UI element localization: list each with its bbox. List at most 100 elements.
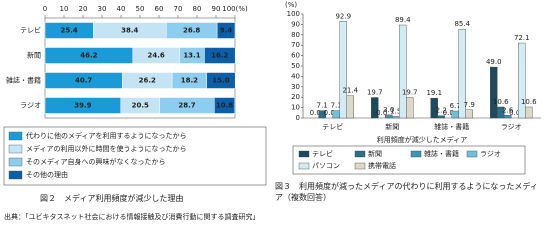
category-label: テレビ [20, 26, 41, 35]
y-tick-label: 50 [291, 62, 300, 70]
legend-label: 代わりに他のメディアを利用するようになったから [26, 131, 187, 140]
value-label: 2.2 [436, 107, 447, 115]
y-tick-label: 0 [296, 114, 300, 122]
bar [406, 97, 414, 119]
bar [392, 116, 400, 119]
legend-swatch [354, 150, 366, 158]
x-tick-label: 40 [117, 5, 126, 13]
value-label: 46.2 [80, 52, 97, 60]
legend-label: その他の理由 [26, 170, 68, 179]
value-label: 9.4 [220, 27, 233, 35]
value-label: 89.4 [395, 16, 411, 24]
value-label: 3.0 [383, 106, 394, 114]
value-label: 10.8 [216, 102, 233, 110]
value-label: 0.0 [376, 109, 387, 117]
value-label: 0.0 [509, 109, 520, 117]
bar-segment [214, 97, 236, 114]
value-label: 15.0 [212, 77, 229, 85]
legend-label: そのメディア自身への興味がなくなったから [26, 157, 166, 166]
value-label: 28.7 [178, 102, 195, 110]
value-label: 7.1 [317, 102, 328, 110]
bar [497, 106, 505, 119]
bar [346, 95, 354, 119]
y-tick-label: 20 [291, 93, 300, 101]
bar [504, 115, 512, 119]
bar [451, 110, 459, 119]
category-label: ラジオ [501, 123, 522, 131]
x-tick-label: 80 [193, 5, 202, 13]
y-tick-label: 80 [291, 31, 300, 39]
category-label: 新聞 [27, 51, 41, 60]
value-label: 19.7 [402, 89, 418, 97]
category-label: 雑誌・書籍 [6, 76, 41, 85]
value-label: 21.4 [342, 87, 358, 95]
y-tick-label: 90 [291, 20, 300, 28]
value-label: 19.7 [367, 89, 383, 97]
legend-swatch [354, 162, 366, 170]
legend-label: 雑誌・書籍 [424, 149, 459, 158]
legend-label: メディアの利用以外に時間を使うようになったから [26, 144, 187, 153]
chart-substitutes: (%)0102030405060708090100テレビ0.07.10.07.1… [285, 1, 541, 175]
x-tick-label: 100(%) [222, 5, 248, 13]
bar [518, 42, 526, 119]
value-label: 24.6 [148, 52, 165, 60]
value-label: 40.7 [75, 77, 92, 85]
value-label: 18.2 [181, 77, 198, 85]
caption: 図２ メディア利用頻度が減少した理由 [40, 194, 184, 203]
bar-segment [206, 72, 236, 89]
legend-label: 携帯電話 [368, 161, 396, 170]
legend-swatch [410, 150, 422, 158]
legend-label: パソコン [312, 162, 340, 170]
legend-swatch [8, 170, 23, 180]
value-label: 13.1 [183, 52, 200, 60]
category-label: ラジオ [20, 102, 41, 110]
bar [332, 110, 340, 119]
value-label: 16.2 [211, 52, 228, 60]
value-label: 2.6 [502, 106, 514, 114]
value-label: 49.0 [486, 58, 502, 66]
legend-box [292, 145, 526, 175]
value-label: 0.0 [310, 109, 321, 117]
bar [339, 21, 347, 119]
x-tick-label: 70 [174, 5, 183, 13]
x-tick-label: 30 [98, 5, 107, 13]
category-label: 雑誌・書籍 [434, 122, 469, 131]
legend-box [3, 126, 267, 186]
y-tick-label: 30 [291, 83, 300, 91]
legend-swatch [298, 150, 310, 158]
x-tick-label: 60 [155, 5, 164, 13]
legend-swatch [8, 157, 23, 167]
legend-swatch [466, 150, 478, 158]
page: 0 10 20 30 40 50 60 70 80 90 100(%) テレビ 25.4 38.4 26.8… [3, 1, 541, 221]
bar [490, 66, 498, 119]
y-tick-label: 60 [291, 52, 300, 60]
value-label: 39.9 [74, 102, 91, 110]
bar [399, 24, 407, 119]
bar-segment [204, 47, 236, 64]
legend-label: テレビ [312, 149, 333, 158]
legend-swatch [298, 162, 310, 170]
value-label: 85.4 [454, 20, 470, 28]
chart-reasons: 0 10 20 30 40 50 60 70 80 90 100(%) テレビ 25.4 38.4 26.8… [3, 5, 267, 186]
bar [318, 110, 326, 119]
value-label: 38.4 [121, 27, 138, 35]
x-tick-label: 0 [43, 5, 47, 13]
legend-swatch [8, 131, 23, 141]
legend-label: ラジオ [480, 150, 501, 158]
value-label: 26.2 [139, 77, 156, 85]
category-label: テレビ [322, 122, 343, 131]
bar [371, 97, 379, 119]
value-label: 20.5 [132, 102, 149, 110]
value-label: 72.1 [514, 34, 530, 42]
x-tick-label: 90 [212, 5, 221, 13]
bar [465, 109, 473, 119]
x-tick-label: 20 [79, 5, 88, 13]
bar [525, 106, 533, 119]
value-label: 0.0 [443, 109, 454, 117]
bar [430, 97, 438, 119]
value-label: 26.8 [183, 27, 200, 35]
value-label: 7.1 [331, 102, 342, 110]
bar [437, 115, 445, 119]
y-tick-label: 40 [291, 72, 300, 80]
value-label: 92.9 [335, 12, 351, 20]
